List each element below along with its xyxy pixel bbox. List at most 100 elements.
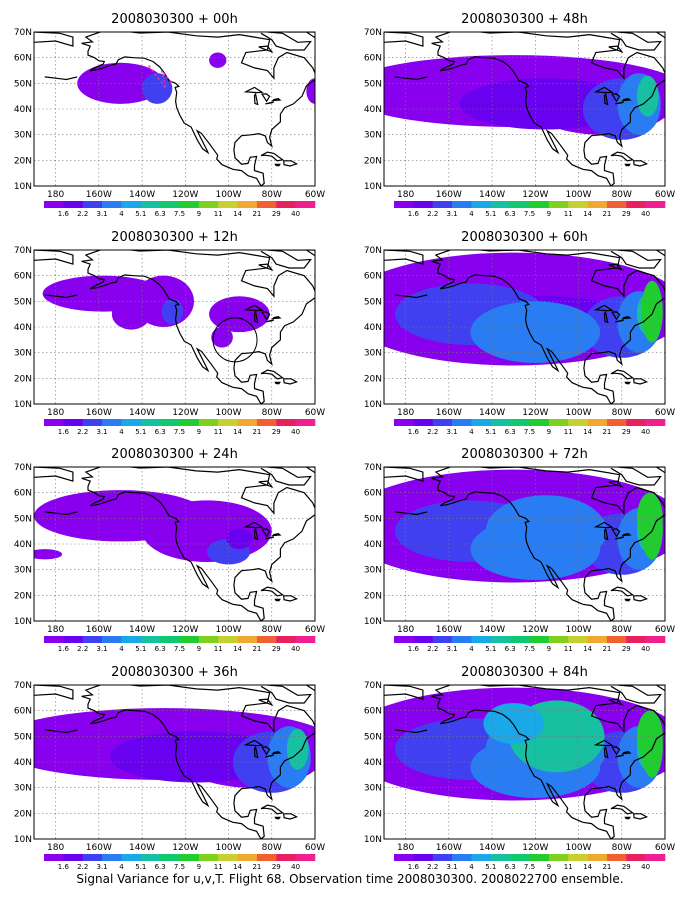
legend-swatch (63, 201, 84, 208)
coastline (283, 595, 299, 602)
legend-swatch (587, 854, 608, 861)
legend-label: 9 (197, 428, 201, 436)
coastline (610, 250, 662, 269)
legend-swatch (179, 636, 200, 643)
legend-swatch (295, 201, 316, 208)
coastline (271, 316, 282, 320)
legend-label: 3.1 (97, 428, 108, 436)
coastline (260, 250, 312, 269)
longitude-tick-label: 80W (612, 190, 632, 200)
map-panel: 2008030300 + 36h 10N 20N 30N 40N 50N 60N 70N 180… (14, 665, 325, 871)
longitude-tick-label: 120W (172, 843, 198, 853)
coastline (260, 32, 312, 51)
coastline (271, 98, 282, 102)
legend-label: 3.1 (447, 428, 458, 436)
latitude-tick-label: 60N (14, 489, 32, 499)
legend-swatch (276, 636, 296, 643)
coastline (610, 151, 635, 162)
legend-label: 1.6 (58, 645, 70, 653)
legend-swatch (295, 419, 316, 426)
coastline (253, 745, 259, 759)
coastline (615, 319, 625, 323)
legend-label: 2.2 (427, 645, 438, 653)
legend-swatch (568, 636, 588, 643)
legend-swatch (606, 854, 627, 861)
variance-field (384, 687, 665, 801)
legend-label: 11 (214, 863, 223, 871)
coastline (253, 310, 259, 324)
legend-label: 11 (564, 210, 573, 218)
coastlines (384, 250, 665, 404)
coastline (624, 381, 631, 385)
legend-swatch (160, 419, 180, 426)
legend-swatch (44, 201, 64, 208)
legend-label: 21 (252, 428, 261, 436)
legend-swatch (568, 854, 588, 861)
longitude-tick-label: 80W (262, 190, 282, 200)
coastlines (34, 467, 315, 621)
longitude-tick-label: 60W (305, 408, 325, 418)
latitude-tick-label: 20N (14, 156, 32, 166)
longitude-tick-label: 120W (172, 625, 198, 635)
map-panel: 2008030300 + 24h 10N 20N 30N 40N 50N 60N 70N 180… (14, 447, 325, 653)
legend-swatch (160, 854, 180, 861)
coastline (265, 536, 275, 540)
legend-label: 6.3 (155, 645, 166, 653)
highlight-circle (212, 317, 258, 363)
legend-label: 1.6 (408, 863, 420, 871)
coastline (431, 32, 665, 186)
map-frame (33, 684, 316, 840)
coastline (34, 467, 74, 482)
coastline (610, 32, 662, 51)
legend-label: 29 (622, 428, 631, 436)
legend-swatch (645, 636, 666, 643)
coastline (624, 816, 631, 820)
legend-label: 29 (272, 863, 281, 871)
latitude-tick-label: 10N (14, 182, 32, 192)
legend-swatch (160, 636, 180, 643)
latitude-tick-label: 20N (14, 809, 32, 819)
latitude-tick-label: 50N (364, 732, 382, 742)
legend-swatch (413, 201, 434, 208)
legend-label: 4 (469, 428, 474, 436)
variance-contour (470, 301, 601, 363)
coastline (243, 739, 264, 747)
longitude-tick-label: 60W (655, 625, 675, 635)
map-panel: 2008030300 + 48h 10N 20N 30N 40N 50N 60N 70N 180… (364, 12, 675, 218)
legend-label: 4 (119, 863, 124, 871)
legend-label: 29 (622, 863, 631, 871)
legend-swatch (140, 201, 161, 208)
longitude-tick-label: 140W (479, 190, 505, 200)
legend-label: 6.3 (505, 645, 516, 653)
legend-swatch (490, 419, 511, 426)
variance-contour (641, 280, 663, 343)
panel-title: 2008030300 + 48h (461, 12, 588, 27)
coastline (274, 163, 281, 167)
legend-label: 7.5 (174, 428, 185, 436)
coastline (610, 586, 635, 597)
legend-swatch (198, 419, 219, 426)
coastline (44, 729, 78, 734)
legend-swatch (394, 636, 414, 643)
longitude-tick-label: 160W (86, 625, 112, 635)
coastline (317, 298, 330, 309)
coastline (633, 595, 649, 602)
legend-swatch (548, 419, 569, 426)
longitude-tick-label: 80W (262, 843, 282, 853)
longitude-tick-label: 140W (129, 408, 155, 418)
legend-label: 7.5 (524, 428, 535, 436)
legend-label: 2.2 (77, 428, 88, 436)
coastline (274, 381, 281, 385)
longitude-tick-label: 100W (565, 625, 591, 635)
latitude-tick-label: 60N (364, 707, 382, 717)
legend-label: 9 (197, 645, 201, 653)
legend-swatch (606, 419, 627, 426)
legend-swatch (140, 636, 161, 643)
longitude-tick-label: 100W (215, 408, 241, 418)
coastline (44, 294, 78, 299)
legend-swatch (626, 854, 646, 861)
latitude-tick-label: 30N (364, 566, 382, 576)
legend-label: 14 (233, 863, 242, 871)
legend-swatch (179, 854, 200, 861)
legend-label: 5.1 (485, 210, 496, 218)
